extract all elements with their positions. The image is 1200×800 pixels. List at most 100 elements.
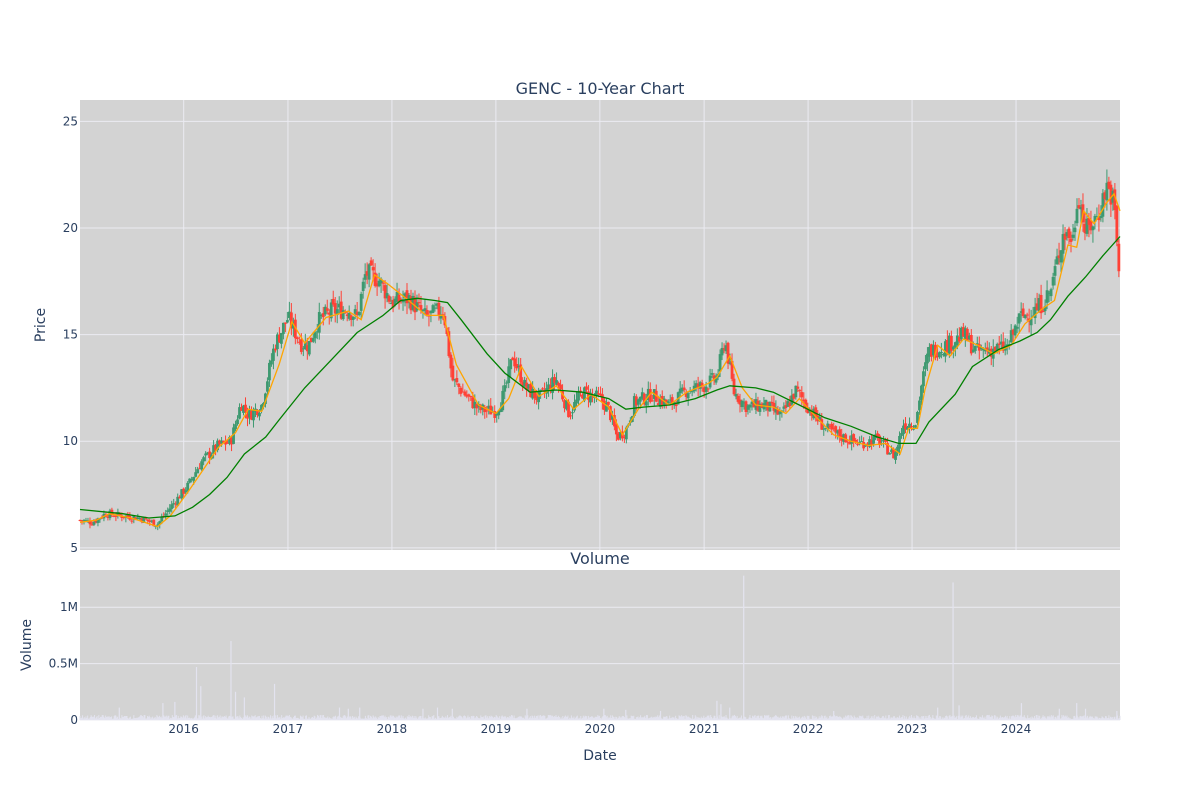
volume-bar [940, 718, 942, 720]
volume-bar [486, 717, 488, 720]
volume-bar [770, 718, 772, 720]
volume-bar [152, 716, 154, 720]
candle [834, 425, 838, 439]
volume-bar [713, 715, 715, 720]
volume-bar [898, 717, 900, 720]
volume-bar [966, 717, 968, 720]
volume-bar [158, 717, 160, 720]
volume-bar [960, 715, 962, 720]
volume-bar [346, 716, 348, 720]
volume-bar [81, 717, 83, 720]
volume-plot-area[interactable] [80, 570, 1120, 720]
volume-chart-title: Volume [570, 549, 630, 568]
candle [975, 336, 979, 348]
candle-body [1037, 298, 1041, 312]
x-ticks: 2016 2017 2018 2019 2020 2021 2022 2023 2024 [168, 722, 1031, 736]
volume-bar [845, 715, 847, 720]
volume-bar [1057, 715, 1059, 720]
candle-body [610, 415, 614, 420]
volume-bar [399, 717, 401, 720]
candle-body [387, 295, 391, 302]
volume-bar [279, 716, 281, 720]
candle-body [315, 331, 319, 333]
candle-body [268, 362, 271, 381]
volume-bar [305, 715, 307, 720]
volume-bar [449, 717, 451, 720]
volume-bar [752, 715, 754, 720]
candle-body [955, 335, 959, 346]
candle [947, 332, 951, 358]
candle-body [1089, 220, 1093, 231]
candle-body [122, 516, 126, 518]
volume-bar [415, 716, 417, 720]
candle [882, 435, 885, 448]
candle-body [850, 435, 854, 444]
volume-bar [1119, 715, 1121, 720]
volume-bar [234, 718, 236, 720]
volume-bar [248, 716, 250, 720]
volume-y-tick-label: 0 [70, 713, 78, 727]
candle [798, 389, 802, 398]
candle [1025, 312, 1029, 321]
candle [945, 330, 949, 356]
volume-bar [381, 715, 383, 720]
candle-body [824, 427, 828, 429]
candle [363, 263, 367, 289]
volume-bar [209, 716, 211, 720]
candle-body [313, 332, 317, 339]
volume-bar [634, 718, 636, 720]
volume-bar [1041, 716, 1043, 720]
candle [164, 509, 168, 520]
candle [696, 376, 700, 397]
volume-bar [817, 718, 819, 720]
candle-body [684, 392, 688, 397]
candle [1055, 248, 1059, 265]
candle-body [96, 518, 100, 523]
volume-bar [578, 717, 580, 720]
volume-bar [291, 718, 293, 720]
candle-body [1013, 325, 1017, 336]
volume-bar [923, 718, 925, 720]
candle [906, 425, 909, 431]
volume-bar [249, 717, 251, 720]
volume-bar [116, 717, 118, 720]
candle-body [678, 388, 682, 394]
volume-bar [536, 716, 538, 720]
x-tick-label: 2022 [793, 722, 824, 736]
volume-bar [630, 715, 632, 720]
candle [1037, 293, 1041, 313]
candle-body [1117, 243, 1121, 272]
volume-bar [553, 716, 555, 720]
candle [313, 331, 317, 344]
candle [509, 359, 513, 378]
candle [387, 294, 391, 304]
candle-body [1047, 292, 1051, 294]
price-y-tick-label: 5 [70, 541, 78, 555]
volume-bar [971, 717, 973, 720]
volume-bar [1098, 718, 1100, 720]
volume-bar [481, 717, 483, 720]
volume-bar [941, 717, 943, 720]
volume-bar [835, 715, 837, 720]
volume-bar [751, 718, 753, 720]
candle-body [565, 400, 568, 410]
volume-bar [775, 715, 777, 720]
volume-bar [868, 715, 870, 720]
volume-bar [1054, 716, 1056, 720]
volume-bar [1092, 716, 1094, 720]
volume-bar [191, 717, 193, 720]
candle-body [166, 510, 170, 512]
volume-bar [223, 716, 225, 720]
volume-bar [708, 715, 710, 720]
candle-body [114, 515, 118, 517]
price-y-tick-label: 15 [63, 328, 78, 342]
candle [385, 284, 389, 303]
candle-body [130, 520, 134, 522]
volume-bar [569, 717, 571, 720]
volume-bar [681, 715, 683, 720]
volume-bar [680, 716, 682, 720]
volume-bar [496, 716, 498, 720]
volume-bar [648, 718, 650, 720]
volume-bar [769, 717, 771, 720]
